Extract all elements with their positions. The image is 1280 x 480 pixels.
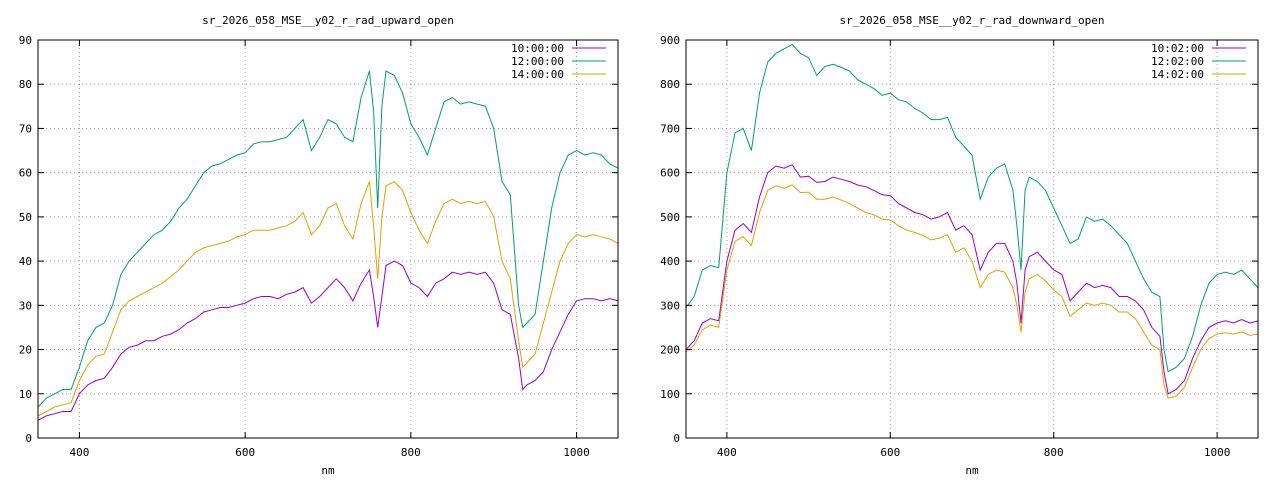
x-tick-label: 400: [717, 446, 737, 459]
y-tick-label: 400: [660, 255, 680, 268]
x-tick-label: 1000: [563, 446, 590, 459]
y-tick-label: 600: [660, 167, 680, 180]
x-axis-label: nm: [965, 464, 979, 477]
y-tick-label: 500: [660, 211, 680, 224]
series-line: [686, 43, 1258, 373]
legend-label: 10:00:00: [511, 42, 564, 55]
y-tick-label: 300: [660, 299, 680, 312]
legend-label: 10:02:00: [1151, 42, 1204, 55]
y-tick-label: 40: [19, 255, 32, 268]
chart-title: sr_2026_058_MSE__y02_r_rad_upward_open: [202, 14, 454, 27]
x-axis-label: nm: [321, 464, 335, 477]
series-group: [38, 70, 618, 421]
series-line: [686, 164, 1258, 395]
x-tick-label: 600: [880, 446, 900, 459]
series-line: [38, 260, 618, 421]
x-tick-label: 1000: [1204, 446, 1231, 459]
series-line: [38, 70, 618, 408]
series-group: [686, 43, 1258, 399]
plot-frame: [685, 39, 1259, 439]
y-tick-label: 90: [19, 34, 32, 47]
chart-downward-panel: sr_2026_058_MSE__y02_r_rad_downward_open…: [660, 14, 1259, 477]
plot-frame: [37, 39, 619, 439]
y-tick-label: 70: [19, 122, 32, 135]
legend-label: 14:00:00: [511, 68, 564, 81]
y-tick-label: 50: [19, 211, 32, 224]
y-tick-label: 80: [19, 78, 32, 91]
y-tick-label: 200: [660, 344, 680, 357]
x-tick-label: 600: [235, 446, 255, 459]
y-tick-label: 700: [660, 122, 680, 135]
y-tick-label: 20: [19, 344, 32, 357]
legend-label: 12:00:00: [511, 55, 564, 68]
x-tick-label: 800: [1044, 446, 1064, 459]
y-tick-label: 30: [19, 299, 32, 312]
series-line: [686, 184, 1258, 399]
y-tick-label: 900: [660, 34, 680, 47]
y-tick-label: 0: [673, 432, 680, 445]
y-tick-label: 800: [660, 78, 680, 91]
x-tick-label: 800: [401, 446, 421, 459]
y-tick-label: 10: [19, 388, 32, 401]
chart-title: sr_2026_058_MSE__y02_r_rad_downward_open: [840, 14, 1105, 27]
chart-upward-panel: sr_2026_058_MSE__y02_r_rad_upward_open n…: [19, 14, 619, 477]
y-tick-label: 60: [19, 167, 32, 180]
x-tick-label: 400: [69, 446, 89, 459]
legend-label: 14:02:00: [1151, 68, 1204, 81]
y-tick-label: 0: [25, 432, 32, 445]
legend-label: 12:02:00: [1151, 55, 1204, 68]
series-line: [38, 180, 618, 417]
y-tick-label: 100: [660, 388, 680, 401]
